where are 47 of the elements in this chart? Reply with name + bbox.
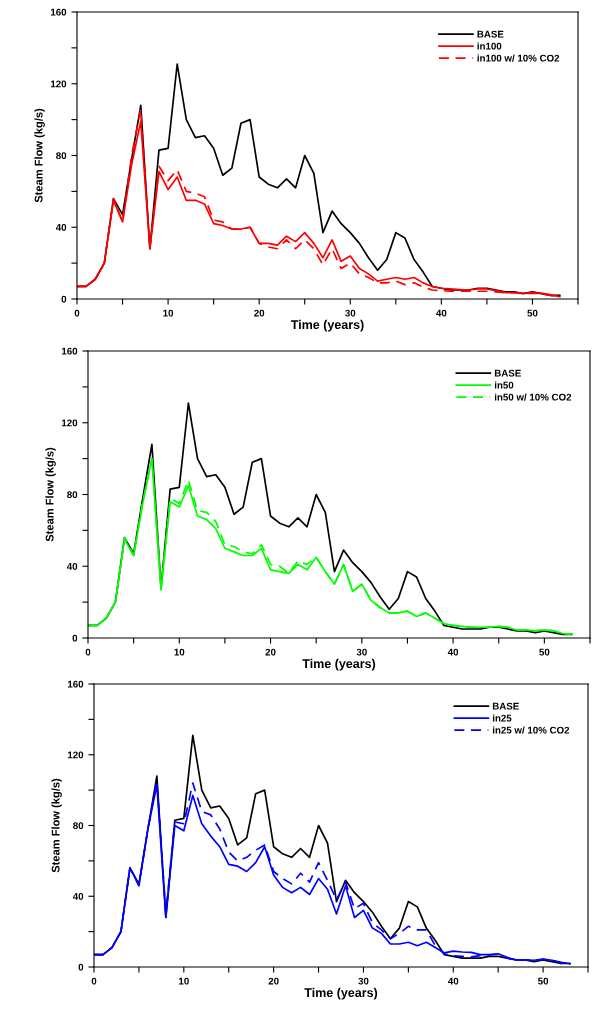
y-axis-title: Steam Flow (kg/s) (51, 778, 62, 873)
x-tick-label: 10 (174, 648, 185, 656)
y-tick-label: 40 (55, 223, 67, 231)
x-axis-title: Time (years) (304, 987, 378, 1000)
legend-label: in50 w/ 10% CO2 (494, 393, 572, 401)
x-tick-label: 20 (254, 309, 265, 317)
x-tick-label: 30 (345, 309, 356, 317)
x-axis-title: Time (years) (290, 319, 364, 332)
y-tick-label: 80 (73, 822, 84, 830)
y-tick-label: 80 (56, 152, 67, 160)
y-tick-label: 40 (72, 892, 84, 900)
y-tick-label: 120 (50, 80, 67, 88)
x-tick-label: 0 (91, 977, 97, 985)
x-tick-label: 10 (163, 309, 174, 317)
y-tick-label: 0 (61, 295, 67, 303)
x-tick-label: 10 (179, 977, 189, 985)
legend-label: in100 w/ 10% CO2 (477, 54, 560, 62)
y-tick-label: 160 (50, 8, 67, 16)
x-tick-label: 40 (448, 977, 459, 985)
y-axis-title: Steam Flow (kg/s) (45, 447, 56, 542)
legend-label: BASE (492, 702, 519, 710)
x-tick-label: 40 (447, 648, 459, 656)
legend-label: in25 (492, 714, 512, 722)
y-tick-label: 120 (61, 419, 78, 427)
y-tick-label: 80 (67, 491, 78, 499)
legend-label: BASE (477, 30, 504, 38)
legend-label: in100 (477, 42, 502, 50)
legend-label: in50 (494, 381, 514, 389)
y-tick-label: 40 (66, 562, 78, 570)
y-axis-title: Steam Flow (kg/s) (34, 108, 45, 203)
x-tick-label: 20 (268, 977, 279, 985)
y-tick-label: 120 (67, 751, 84, 759)
legend-label: BASE (494, 369, 521, 377)
legend-label: in25 w/ 10% CO2 (492, 726, 570, 734)
y-tick-label: 0 (72, 634, 78, 642)
y-tick-label: 160 (67, 680, 84, 688)
x-tick-label: 50 (537, 977, 549, 985)
x-tick-label: 0 (85, 648, 91, 656)
x-tick-label: 50 (527, 309, 538, 317)
x-tick-label: 30 (356, 648, 367, 656)
x-tick-label: 30 (358, 977, 369, 985)
y-tick-label: 160 (61, 347, 78, 355)
y-tick-label: 0 (78, 963, 84, 971)
x-tick-label: 20 (265, 648, 276, 656)
x-tick-label: 50 (539, 648, 550, 656)
x-axis-title: Time (years) (302, 658, 376, 671)
x-tick-label: 40 (436, 309, 447, 317)
